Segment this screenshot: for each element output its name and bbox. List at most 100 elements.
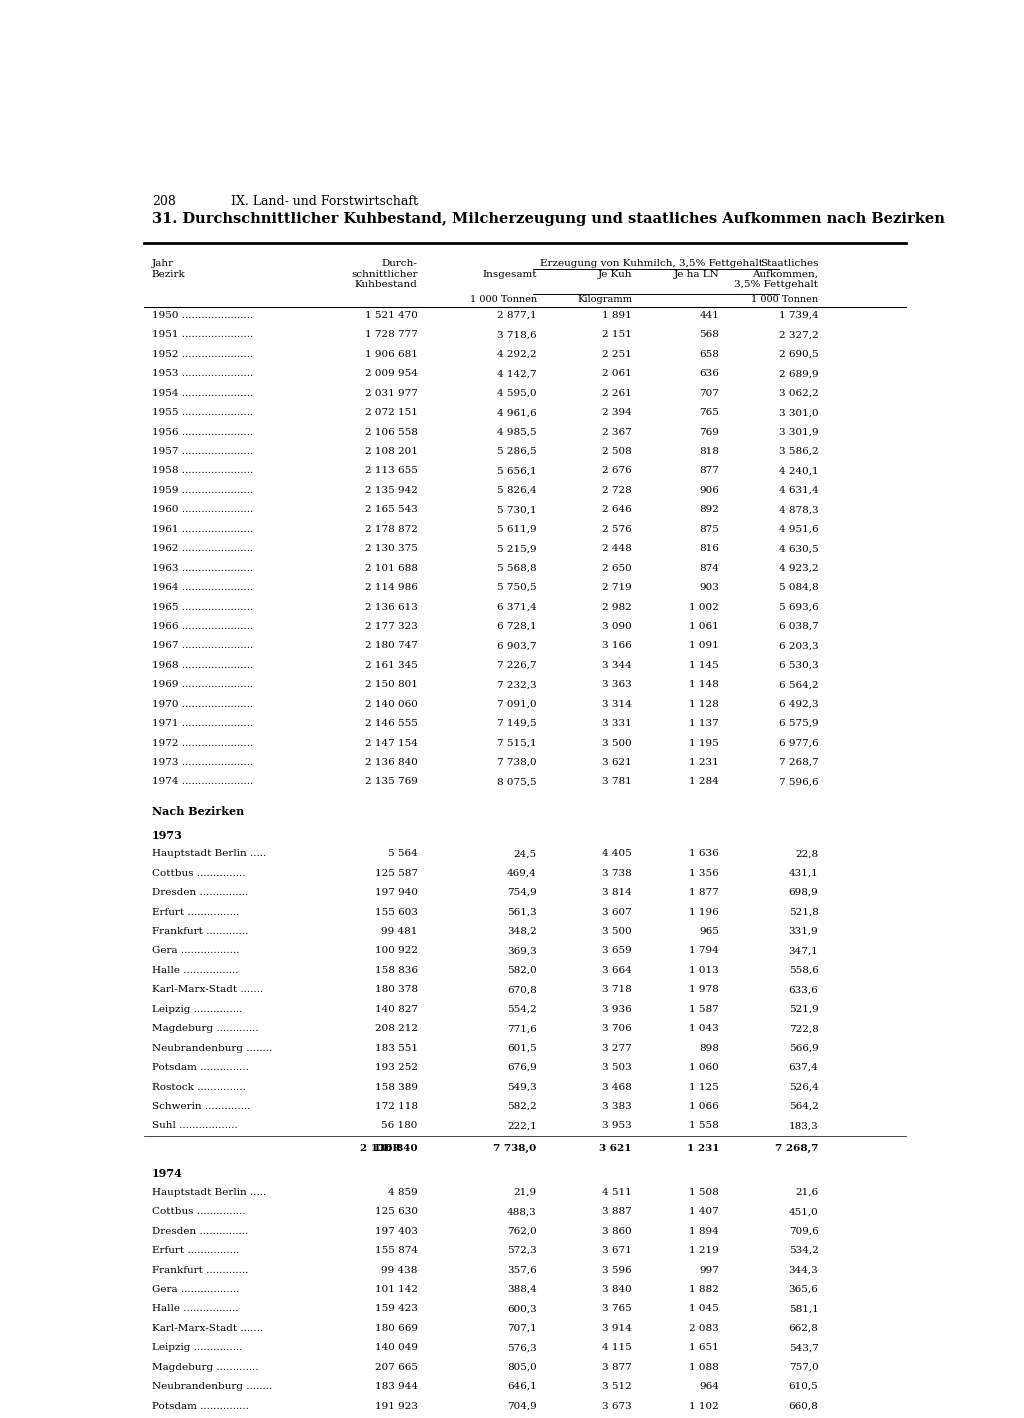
Text: Gera ..................: Gera .................. [152,1285,240,1295]
Text: 388,4: 388,4 [507,1285,537,1295]
Text: 4 240,1: 4 240,1 [779,467,818,475]
Text: 488,3: 488,3 [507,1207,537,1217]
Text: Insgesamt: Insgesamt [482,269,537,278]
Text: 1 148: 1 148 [689,681,719,689]
Text: 1973 ......................: 1973 ...................... [152,759,253,767]
Text: 5 568,8: 5 568,8 [497,564,537,573]
Text: 158 836: 158 836 [375,966,418,976]
Text: 549,3: 549,3 [507,1082,537,1092]
Text: 2 130 375: 2 130 375 [365,545,418,553]
Text: 1967 ......................: 1967 ...................... [152,641,253,651]
Text: 1951 ......................: 1951 ...................... [152,330,253,339]
Text: Magdeburg .............: Magdeburg ............. [152,1024,258,1034]
Text: Bezirk: Bezirk [152,269,185,278]
Text: Kilogramm: Kilogramm [577,295,632,303]
Text: 158 389: 158 389 [375,1082,418,1092]
Text: 451,0: 451,0 [788,1207,818,1217]
Text: 1961 ......................: 1961 ...................... [152,525,253,533]
Text: Aufkommen,: Aufkommen, [753,269,818,278]
Text: 805,0: 805,0 [507,1363,537,1371]
Text: 7 268,7: 7 268,7 [775,1144,818,1153]
Text: 771,6: 771,6 [507,1024,537,1034]
Text: 7 226,7: 7 226,7 [497,661,537,669]
Text: Rostock ...............: Rostock ............... [152,1082,246,1092]
Text: 2 728: 2 728 [602,486,632,495]
Text: 347,1: 347,1 [788,946,818,956]
Text: 155 874: 155 874 [375,1246,418,1255]
Text: 670,8: 670,8 [507,986,537,994]
Text: 1 043: 1 043 [689,1024,719,1034]
Text: 658: 658 [699,350,719,359]
Text: Erfurt ................: Erfurt ................ [152,908,240,916]
Text: 3 301,0: 3 301,0 [779,408,818,417]
Text: Je ha LN: Je ha LN [674,269,719,278]
Text: 3 814: 3 814 [602,888,632,898]
Text: Durch-: Durch- [382,258,418,268]
Text: 1 587: 1 587 [689,1005,719,1014]
Text: 3 781: 3 781 [602,777,632,787]
Text: 3 860: 3 860 [602,1227,632,1235]
Text: 7 738,0: 7 738,0 [494,1144,537,1153]
Text: 3 314: 3 314 [602,699,632,709]
Text: 1953 ......................: 1953 ...................... [152,369,253,379]
Text: 568: 568 [699,330,719,339]
Text: 2 689,9: 2 689,9 [779,369,818,379]
Text: 1 978: 1 978 [689,986,719,994]
Text: Halle .................: Halle ................. [152,966,239,976]
Text: 140 049: 140 049 [375,1343,418,1353]
Text: 2 106 558: 2 106 558 [365,428,418,437]
Text: 2 177 323: 2 177 323 [365,623,418,631]
Text: 676,9: 676,9 [507,1064,537,1072]
Text: 357,6: 357,6 [507,1265,537,1275]
Text: 1 231: 1 231 [689,759,719,767]
Text: 3 383: 3 383 [602,1102,632,1110]
Text: 101 142: 101 142 [375,1285,418,1295]
Text: 24,5: 24,5 [514,849,537,858]
Text: 637,4: 637,4 [788,1064,818,1072]
Text: 1964 ......................: 1964 ...................... [152,583,253,593]
Text: Cottbus ...............: Cottbus ............... [152,869,246,878]
Text: 1963 ......................: 1963 ...................... [152,564,253,573]
Text: 1958 ......................: 1958 ...................... [152,467,253,475]
Text: 765: 765 [699,408,719,417]
Text: 2 151: 2 151 [602,330,632,339]
Text: 1 891: 1 891 [602,311,632,320]
Text: 4 292,2: 4 292,2 [497,350,537,359]
Text: 469,4: 469,4 [507,869,537,878]
Text: 2 061: 2 061 [602,369,632,379]
Text: Nach Bezirken: Nach Bezirken [152,805,244,817]
Text: Frankfurt .............: Frankfurt ............. [152,1265,248,1275]
Text: 707,1: 707,1 [507,1324,537,1333]
Text: 4 951,6: 4 951,6 [779,525,818,533]
Text: 155 603: 155 603 [375,908,418,916]
Text: 1974 ......................: 1974 ...................... [152,777,253,787]
Text: Schwerin ..............: Schwerin .............. [152,1102,250,1110]
Text: schnittlicher: schnittlicher [351,269,418,278]
Text: 1 739,4: 1 739,4 [779,311,818,320]
Text: 7 149,5: 7 149,5 [497,719,537,729]
Text: 2 165 543: 2 165 543 [365,505,418,515]
Text: 576,3: 576,3 [507,1343,537,1353]
Text: 3 936: 3 936 [602,1005,632,1014]
Text: 3 659: 3 659 [602,946,632,956]
Text: 2 150 801: 2 150 801 [365,681,418,689]
Text: 2 113 655: 2 113 655 [365,467,418,475]
Text: 816: 816 [699,545,719,553]
Text: 2 135 942: 2 135 942 [365,486,418,495]
Text: Hauptstadt Berlin .....: Hauptstadt Berlin ..... [152,849,266,858]
Text: 3 512: 3 512 [602,1383,632,1391]
Text: 1 013: 1 013 [689,966,719,976]
Text: 561,3: 561,3 [507,908,537,916]
Text: 704,9: 704,9 [507,1401,537,1411]
Text: Staatliches: Staatliches [760,258,818,268]
Text: 1965 ......................: 1965 ...................... [152,603,253,611]
Text: 1956 ......................: 1956 ...................... [152,428,253,437]
Text: 601,5: 601,5 [507,1044,537,1052]
Text: 125 630: 125 630 [375,1207,418,1217]
Text: 2 394: 2 394 [602,408,632,417]
Text: 521,8: 521,8 [788,908,818,916]
Text: 3 468: 3 468 [602,1082,632,1092]
Text: 3 363: 3 363 [602,681,632,689]
Text: 3 500: 3 500 [602,739,632,747]
Text: 208 212: 208 212 [375,1024,418,1034]
